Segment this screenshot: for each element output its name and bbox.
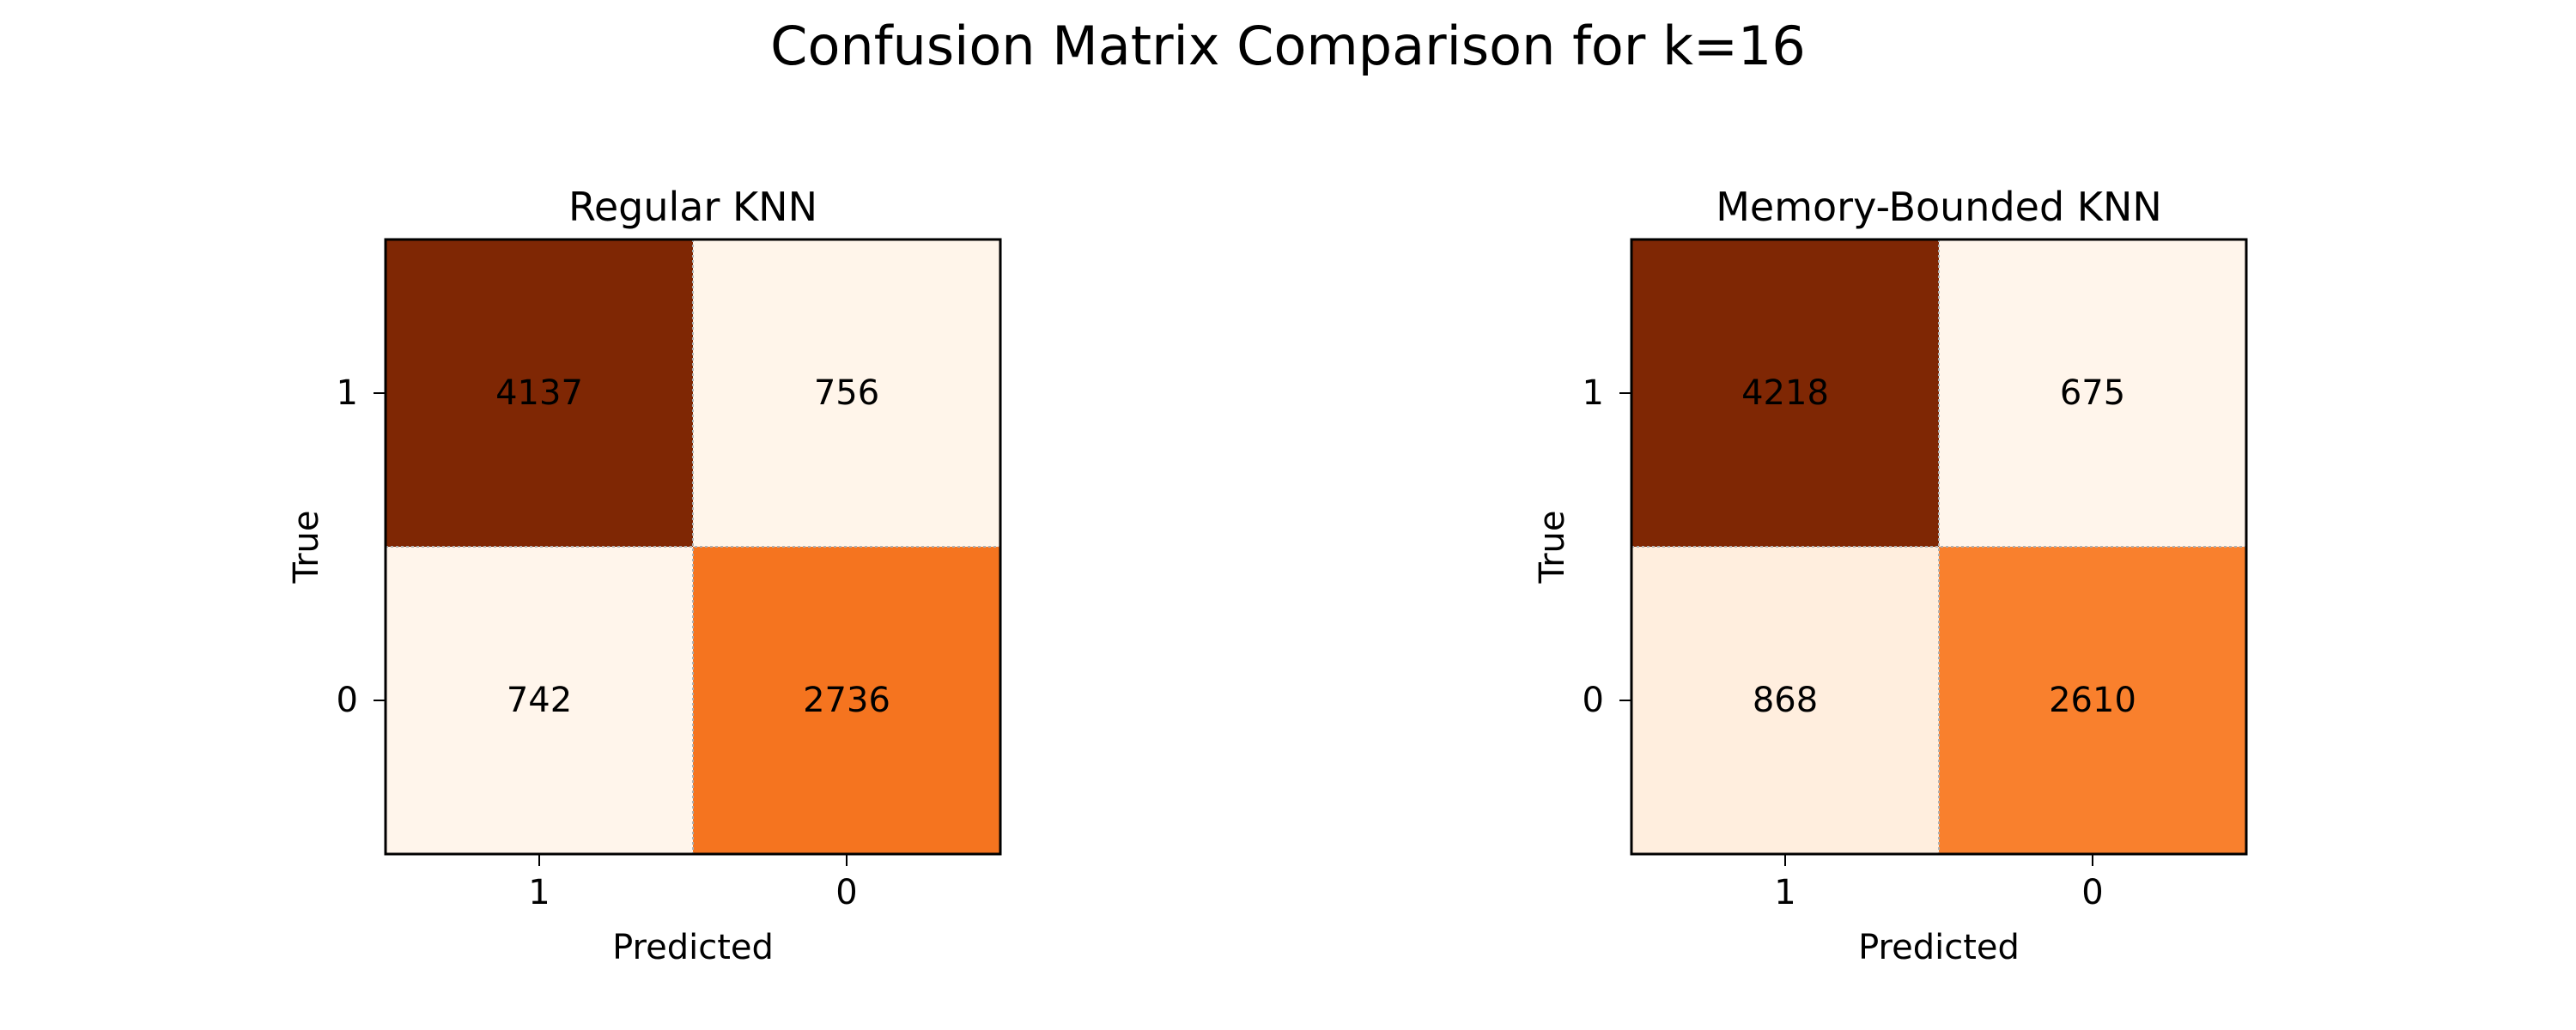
plot-frame (1630, 238, 2248, 856)
y-tick-label: 0 (1583, 681, 1604, 720)
x-tick-label: 1 (1774, 873, 1795, 912)
cell-value-label: 756 (814, 373, 879, 413)
heatmap-cell-r0-c0 (1631, 239, 1939, 547)
heatmap-2: 4218 675 868 2610 Memory-Bounded KNN 1 0 1 0 Pred… (1533, 184, 2248, 967)
heatmap-1: 4137 756 742 2736 Regular KNN 1 0 1 0 Predicted Tr… (287, 184, 1002, 967)
x-tick-label: 1 (528, 873, 550, 912)
heatmap-cell-r0-c0 (386, 239, 693, 547)
plot-frame (384, 238, 1002, 856)
y-tick-label: 1 (1583, 373, 1604, 413)
heatmap-cell-r1-c1 (693, 547, 1000, 854)
y-axis-label: True (287, 511, 326, 585)
cell-value-label: 2736 (803, 681, 890, 720)
y-axis-label: True (1533, 511, 1572, 585)
x-tick-label: 0 (2081, 873, 2103, 912)
heatmap-cell-r1-c0 (386, 547, 693, 854)
figure-title: Confusion Matrix Comparison for k=16 (770, 15, 1806, 77)
subplot-title: Regular KNN (568, 184, 817, 230)
heatmap-cell-r1-c0 (1631, 547, 1939, 854)
x-tick-label: 0 (835, 873, 857, 912)
x-axis-label: Predicted (1858, 928, 2020, 967)
cell-value-label: 868 (1753, 681, 1818, 720)
heatmap-cell-r0-c1 (693, 239, 1000, 547)
cell-value-label: 4137 (495, 373, 583, 413)
heatmap-cell-r1-c1 (1939, 547, 2246, 854)
subplot-title: Memory-Bounded KNN (1716, 184, 2162, 230)
x-axis-label: Predicted (612, 928, 774, 967)
cell-value-label: 4218 (1741, 373, 1829, 413)
cell-value-label: 2610 (2049, 681, 2136, 720)
cell-value-label: 742 (507, 681, 572, 720)
heatmap-cell-r0-c1 (1939, 239, 2246, 547)
y-tick-label: 0 (337, 681, 358, 720)
y-tick-label: 1 (337, 373, 358, 413)
cell-value-label: 675 (2060, 373, 2125, 413)
